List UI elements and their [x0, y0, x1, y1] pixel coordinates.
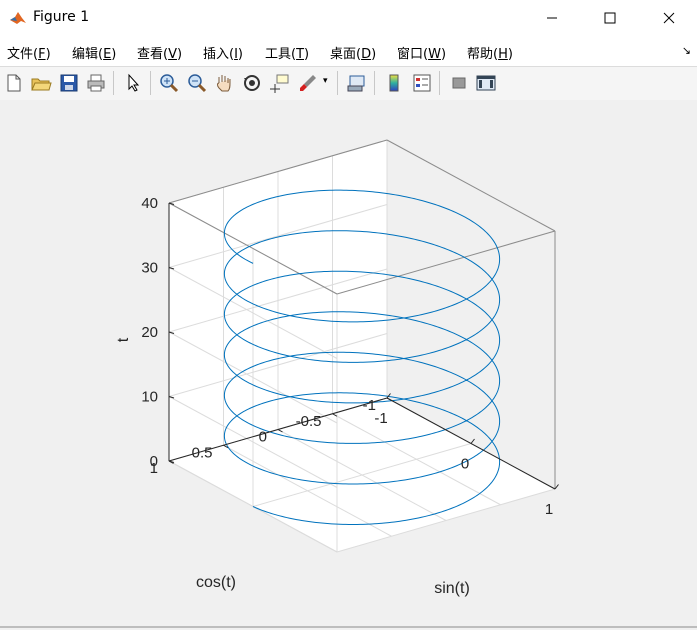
- floor-grid-line: [252, 443, 472, 507]
- menu-help[interactable]: 帮助(H): [467, 47, 513, 62]
- x-tick-label: -1: [374, 410, 387, 427]
- dock-arrow-icon[interactable]: ↘: [681, 44, 691, 57]
- window-bottom-border: [0, 626, 697, 628]
- menu-view[interactable]: 查看(V): [137, 47, 183, 62]
- x-tick-mark: [470, 438, 475, 444]
- pointer-icon[interactable]: [122, 72, 144, 94]
- toolbar-separator: [150, 71, 151, 95]
- window-title: Figure 1: [33, 9, 90, 25]
- y-tick-label: -1: [363, 397, 376, 414]
- box-edge: [168, 139, 388, 204]
- pan-hand-icon[interactable]: [213, 72, 235, 94]
- y-tick-label: 1: [150, 460, 158, 477]
- box-edge: [168, 202, 338, 295]
- menu-window[interactable]: 窗口(W): [397, 47, 447, 62]
- open-file-icon[interactable]: [30, 72, 52, 94]
- new-figure-icon[interactable]: [3, 72, 25, 94]
- figure-toolbar: ▾: [0, 66, 697, 101]
- y-tick-label: 0: [259, 429, 267, 446]
- x-tick-mark: [386, 393, 391, 399]
- side-wall-grid-line: [168, 204, 388, 268]
- helix-line[interactable]: [223, 189, 501, 525]
- side-wall-grid-line: [168, 268, 388, 333]
- brush-icon[interactable]: [297, 72, 319, 94]
- save-icon[interactable]: [58, 72, 80, 94]
- menu-tools[interactable]: 工具(T): [265, 47, 310, 62]
- menu-desktop[interactable]: 桌面(D): [330, 47, 377, 62]
- x-tick-label: 0: [461, 456, 469, 473]
- y-tick-mark: [332, 413, 338, 417]
- z-tick-label: 20: [141, 324, 158, 341]
- y-axis-label: cos(t): [196, 574, 236, 591]
- matlab-logo-icon: [10, 12, 26, 24]
- menu-file[interactable]: 文件(F): [7, 47, 51, 62]
- link-plot-icon[interactable]: [346, 72, 368, 94]
- y-tick-mark: [223, 444, 229, 449]
- toolbar-separator: [337, 71, 338, 95]
- toolbar-separator: [113, 71, 114, 95]
- rotate-3d-icon[interactable]: [241, 72, 263, 94]
- y-tick-mark: [277, 429, 283, 433]
- z-tick-mark: [168, 331, 175, 334]
- toolbar-separator: [374, 71, 375, 95]
- hide-plot-tools-icon[interactable]: [448, 72, 470, 94]
- y-tick-label: 0.5: [192, 444, 213, 461]
- legend-icon[interactable]: [411, 72, 433, 94]
- box-edge: [336, 230, 556, 295]
- maximize-button[interactable]: [587, 0, 633, 36]
- data-cursor-icon[interactable]: [268, 72, 290, 94]
- toolbar-separator: [439, 71, 440, 95]
- x-tick-label: 1: [545, 501, 553, 518]
- z-tick-label: 30: [141, 260, 158, 277]
- z-tick-mark: [168, 267, 175, 270]
- close-button[interactable]: [646, 0, 692, 36]
- back-wall-grid-line: [168, 331, 338, 424]
- y-tick-mark: [386, 397, 392, 401]
- z-tick-mark: [168, 202, 175, 205]
- print-icon[interactable]: [85, 72, 107, 94]
- colorbar-icon[interactable]: [383, 72, 405, 94]
- show-plot-tools-icon[interactable]: [475, 72, 497, 94]
- z-tick-mark: [168, 396, 175, 399]
- z-tick-label: 40: [141, 195, 158, 212]
- box-edge: [386, 139, 556, 232]
- z-tick-mark: [168, 460, 175, 463]
- brush-dropdown-icon[interactable]: ▾: [323, 76, 328, 86]
- menu-bar: 文件(F) 编辑(E) 查看(V) 插入(I) 工具(T) 桌面(D) 窗口(W…: [0, 36, 697, 66]
- floor-grid-line: [336, 488, 556, 553]
- z-axis-label: t: [115, 337, 132, 342]
- z-tick-label: 10: [141, 389, 158, 406]
- menu-insert[interactable]: 插入(I): [203, 47, 243, 62]
- x-axis-label: sin(t): [434, 580, 470, 597]
- z-tick-label: 0: [150, 453, 158, 470]
- figure-canvas: -1 0 1 -1 -0.5 0 0.5 1 0 10 20 30 40 sin(t) cos(t) t: [0, 100, 697, 626]
- zoom-out-icon[interactable]: [186, 72, 208, 94]
- x-tick-mark: [554, 484, 559, 490]
- back-wall-grid-line: [168, 267, 338, 359]
- menu-edit[interactable]: 编辑(E): [72, 47, 117, 62]
- title-bar: Figure 1: [0, 0, 697, 36]
- side-wall-grid-line: [168, 333, 388, 397]
- zoom-in-icon[interactable]: [158, 72, 180, 94]
- y-tick-label: -0.5: [296, 413, 322, 430]
- back-wall-grid-line: [168, 396, 338, 488]
- minimize-button[interactable]: [529, 0, 575, 36]
